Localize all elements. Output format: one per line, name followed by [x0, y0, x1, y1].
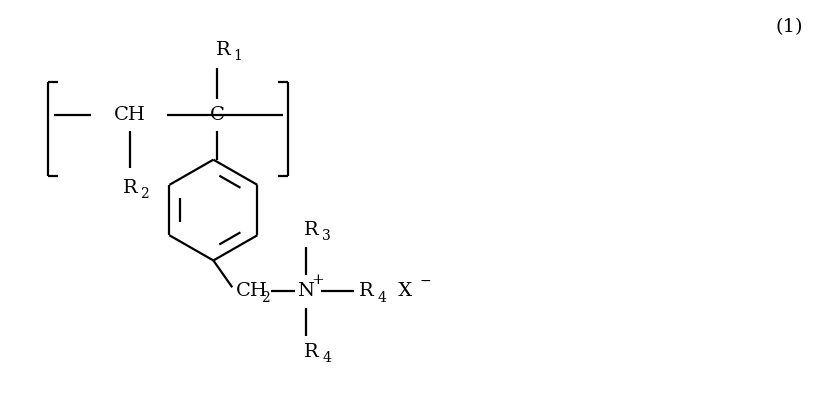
Text: C: C	[210, 106, 225, 124]
Text: R: R	[304, 221, 319, 239]
Text: CH: CH	[236, 282, 268, 300]
Text: 4: 4	[377, 291, 386, 305]
Text: 4: 4	[323, 351, 331, 365]
Text: 2: 2	[140, 187, 149, 201]
Text: N: N	[298, 282, 314, 300]
Text: CH: CH	[114, 106, 146, 124]
Text: 3: 3	[323, 229, 331, 243]
Text: −: −	[419, 274, 431, 288]
Text: R: R	[359, 282, 374, 300]
Text: 1: 1	[233, 49, 242, 63]
Text: +: +	[311, 273, 324, 287]
Text: R: R	[216, 41, 230, 59]
Text: X: X	[392, 282, 412, 300]
Text: 2: 2	[261, 291, 270, 305]
Text: R: R	[123, 179, 138, 197]
Text: (1): (1)	[776, 18, 804, 36]
Text: R: R	[304, 343, 319, 361]
